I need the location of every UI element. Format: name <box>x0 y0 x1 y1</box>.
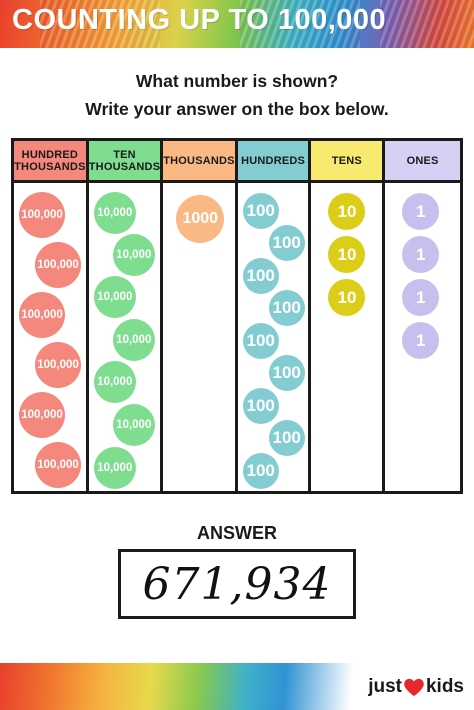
disc-100: 100 <box>242 323 279 359</box>
banner-texture <box>240 0 360 48</box>
column-body-tens: 10 10 10 <box>311 186 382 491</box>
disc-10000: 10,000 <box>93 276 136 318</box>
disc-100000: 100,000 <box>35 342 81 388</box>
answer-label: ANSWER <box>197 523 277 543</box>
disc-100: 100 <box>242 258 279 294</box>
column-ten-thousands: TEN THOUSANDS 10,000 10,000 10,000 10,000… <box>88 141 164 491</box>
disc-100: 100 <box>268 290 305 326</box>
disc-10000: 10,000 <box>93 447 136 489</box>
disc-1: 1 <box>402 322 440 359</box>
disc-100000: 100,000 <box>35 442 81 488</box>
column-header-hundreds: HUNDREDS <box>237 141 309 183</box>
disc-10: 10 <box>328 236 366 273</box>
heart-icon <box>404 678 424 697</box>
column-hundred-thousands: HUNDRED THOUSANDS 100,000 100,000 100,000… <box>14 141 89 491</box>
disc-100000: 100,000 <box>19 292 65 338</box>
disc-100: 100 <box>242 453 279 489</box>
disc-100: 100 <box>268 420 305 456</box>
column-header-hundred-thousands: HUNDRED THOUSANDS <box>14 141 86 183</box>
banner-texture <box>380 0 474 48</box>
column-body-ones: 1 1 1 1 <box>385 186 460 491</box>
place-value-chart: HUNDRED THOUSANDS 100,000 100,000 100,000… <box>11 138 463 494</box>
disc-10000: 10,000 <box>93 361 136 403</box>
answer-value: 671,934 <box>142 558 332 610</box>
disc-10000: 10,000 <box>112 319 155 361</box>
column-header-tens: TENS <box>311 141 383 183</box>
column-ones: ONES 1 1 1 1 <box>385 141 460 491</box>
answer-box[interactable]: 671,934 <box>118 549 356 619</box>
disc-100: 100 <box>268 225 305 261</box>
column-header-ones: ONES <box>385 141 460 183</box>
disc-1000: 1000 <box>176 195 225 243</box>
column-body-thousands: 1000 <box>163 186 234 491</box>
disc-100: 100 <box>242 193 279 229</box>
column-header-thousands: THOUSANDS <box>163 141 235 183</box>
disc-10000: 10,000 <box>112 404 155 446</box>
disc-10: 10 <box>328 193 366 230</box>
disc-100000: 100,000 <box>19 192 65 238</box>
brand-text-right: kids <box>425 676 464 697</box>
column-tens: TENS 10 10 10 <box>311 141 386 491</box>
disc-10: 10 <box>328 279 366 316</box>
banner-texture <box>40 0 160 48</box>
disc-1: 1 <box>402 236 440 273</box>
column-body-ten-thousands: 10,000 10,000 10,000 10,000 10,000 10,00… <box>89 186 160 491</box>
column-thousands: THOUSANDS 1000 <box>163 141 238 491</box>
disc-1: 1 <box>402 193 440 230</box>
top-banner: COUNTING UP TO 100,000 <box>0 0 474 48</box>
disc-10000: 10,000 <box>93 192 136 234</box>
disc-10000: 10,000 <box>112 234 155 276</box>
instruction-line-1: What number is shown? <box>135 71 339 91</box>
bottom-banner <box>0 663 474 710</box>
column-body-hundred-thousands: 100,000 100,000 100,000 100,000 100,000 … <box>14 186 86 491</box>
page-title: COUNTING UP TO 100,000 <box>12 4 387 36</box>
brand-text-left: just <box>368 676 402 697</box>
column-body-hundreds: 100 100 100 100 100 100 100 100 100 <box>238 186 309 491</box>
instruction-line-2: Write your answer on the box below. <box>85 99 389 119</box>
disc-100000: 100,000 <box>35 242 81 288</box>
brand-logo: just kids <box>368 672 464 702</box>
column-header-ten-thousands: TEN THOUSANDS <box>88 141 161 183</box>
disc-100000: 100,000 <box>19 392 65 438</box>
disc-100: 100 <box>242 388 279 424</box>
disc-1: 1 <box>402 279 440 316</box>
disc-100: 100 <box>268 355 305 391</box>
column-hundreds: HUNDREDS 100 100 100 100 100 100 100 100… <box>237 141 312 491</box>
